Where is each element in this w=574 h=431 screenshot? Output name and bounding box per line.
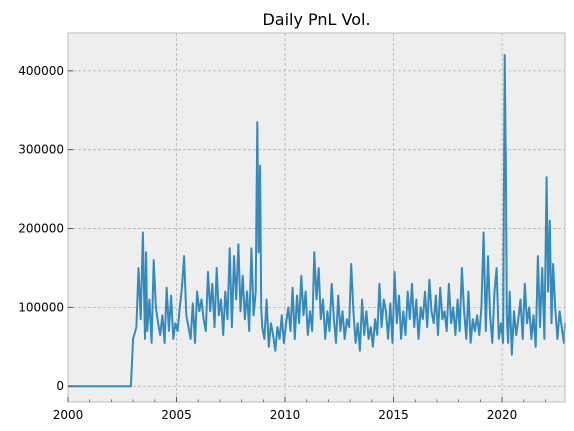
x-tick-label: 2005	[161, 408, 192, 422]
y-tick-label: 0	[56, 379, 64, 393]
chart-title: Daily PnL Vol.	[262, 10, 370, 29]
y-axis-ticks: 0 100000 200000 300000 400000	[18, 64, 73, 393]
x-axis-ticks: 2000 2005 2010 2015 2020	[53, 397, 546, 422]
y-tick-label: 300000	[18, 143, 64, 157]
y-tick-label: 100000	[18, 300, 64, 314]
pnl-vol-line	[68, 54, 566, 388]
y-tick-label: 200000	[18, 222, 64, 236]
plot-frame	[67, 32, 566, 403]
plot-background	[68, 33, 565, 402]
y-tick-label: 400000	[18, 64, 64, 78]
x-tick-label: 2000	[53, 408, 84, 422]
x-tick-label: 2010	[270, 408, 301, 422]
x-tick-label: 2020	[487, 408, 518, 422]
x-tick-label: 2015	[378, 408, 409, 422]
